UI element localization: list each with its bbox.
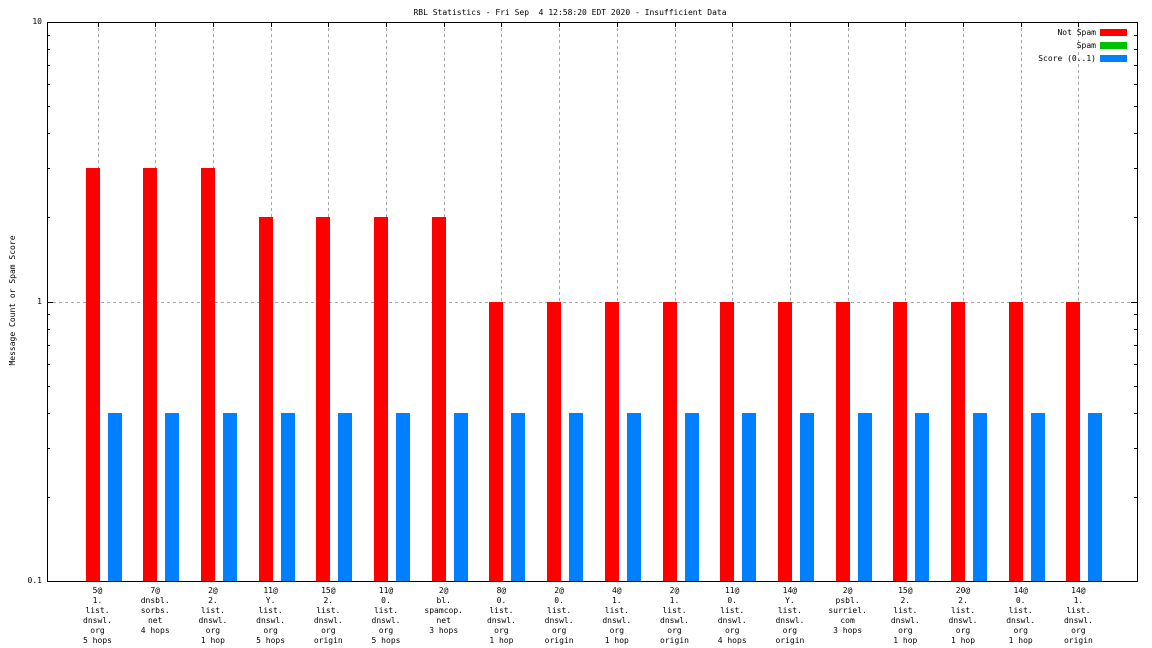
x-tick-label: 8@ 0. list. dnswl. org 1 hop (486, 586, 516, 645)
plot-area (47, 22, 1138, 582)
x-tick-label: 11@ 0. list. dnswl. org 4 hops (717, 586, 747, 645)
x-tick-label: 2@ bl. spamcop. net 3 hops (424, 586, 463, 635)
x-tick-label: 14@ 0. list. dnswl. org 1 hop (1006, 586, 1036, 645)
x-tick-label: 2@ 2. list. dnswl. org 1 hop (198, 586, 228, 645)
y-tick-label: 0.1 (27, 576, 42, 585)
x-tick-label: 14@ Y. list. dnswl. org origin (775, 586, 805, 645)
x-tick-label: 14@ 1. list. dnswl. org origin (1063, 586, 1093, 645)
x-tick-label: 15@ 2. list. dnswl. org 1 hop (890, 586, 920, 645)
x-tick-label: 2@ 1. list. dnswl. org origin (660, 586, 689, 645)
x-tick-label: 5@ 1. list. dnswl. org 5 hops (83, 586, 112, 645)
x-tick-label: 4@ 1. list. dnswl. org 1 hop (602, 586, 632, 645)
x-tick-label: 2@ 0. list. dnswl. org origin (544, 586, 574, 645)
chart-title: RBL Statistics - Fri Sep 4 12:58:20 EDT … (413, 8, 727, 17)
x-tick-label: 2@ psbl. surriel. com 3 hops (828, 586, 867, 635)
y-tick-label: 10 (32, 17, 42, 26)
x-tick-label: 11@ Y. list. dnswl. org 5 hops (256, 586, 286, 645)
x-tick-label: 7@ dnsbl. sorbs. net 4 hops (140, 586, 170, 635)
x-tick-label: 11@ 0. list. dnswl. org 5 hops (371, 586, 401, 645)
y-tick-label: 1 (37, 296, 42, 306)
y-axis-label: Message Count or Spam Score (8, 235, 17, 366)
x-tick-label: 20@ 2. list. dnswl. org 1 hop (948, 586, 978, 645)
x-tick-label: 15@ 2. list. dnswl. org origin (313, 586, 343, 645)
